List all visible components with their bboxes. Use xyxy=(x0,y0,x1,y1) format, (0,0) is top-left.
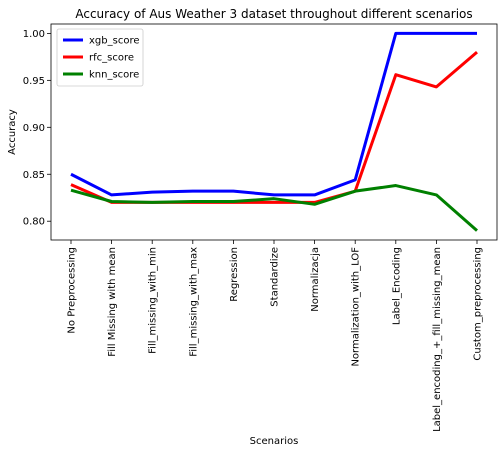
x-tick-label: Normalizacja xyxy=(310,247,321,312)
y-tick-label: 0.90 xyxy=(23,123,45,134)
series-line-knn_score xyxy=(70,184,478,232)
y-tick-label: 1.00 xyxy=(23,29,45,40)
x-tick-label: Fill_missing_with_min xyxy=(148,247,159,354)
series-layer xyxy=(70,31,478,232)
y-tick-label: 0.85 xyxy=(23,170,45,181)
y-axis: 0.80 0.85 0.90 0.95 1.00 xyxy=(23,29,51,228)
x-tick-label: Label_encoding_+_fill_missing_mean xyxy=(432,247,443,432)
x-tick-label: No Preprocessing xyxy=(67,247,78,334)
y-tick-label: 0.80 xyxy=(23,217,45,228)
x-tick-label: Fill_missing_with_max xyxy=(188,247,199,357)
legend-label: rfc_score xyxy=(89,53,134,64)
legend-label: xgb_score xyxy=(89,36,139,47)
x-tick-label: Normalization_with_LOF xyxy=(351,247,362,367)
x-axis: No Preprocessing Fill Missing with mean Fi… xyxy=(67,240,484,432)
chart-title: Accuracy of Aus Weather 3 dataset throug… xyxy=(75,7,472,21)
x-axis-label: Scenarios xyxy=(250,436,299,447)
y-tick-label: 0.95 xyxy=(23,76,45,87)
x-tick-label: Label_Encoding xyxy=(391,247,402,325)
x-tick-label: Regression xyxy=(229,247,240,302)
legend-box xyxy=(56,28,144,87)
x-tick-label: Standardize xyxy=(270,247,281,307)
y-axis-label: Accuracy xyxy=(7,109,18,155)
x-tick-label: Fill Missing with mean xyxy=(107,247,118,357)
series-line-xgb_score xyxy=(70,31,477,197)
legend: xgb_score rfc_score knn_score xyxy=(56,28,144,87)
x-tick-label: Custom_preprocessing xyxy=(473,247,484,361)
legend-label: knn_score xyxy=(89,70,139,81)
